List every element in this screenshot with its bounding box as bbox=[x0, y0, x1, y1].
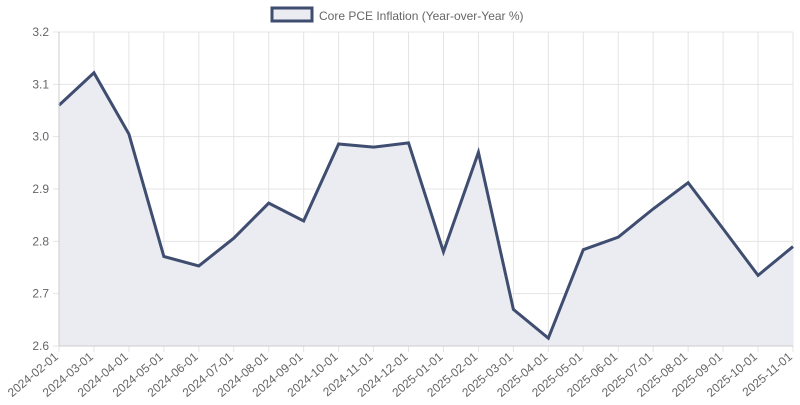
data-point[interactable] bbox=[337, 142, 341, 146]
data-point[interactable] bbox=[616, 235, 620, 239]
y-tick-label: 2.7 bbox=[32, 287, 49, 301]
data-point[interactable] bbox=[511, 307, 515, 311]
y-tick-label: 3.2 bbox=[32, 25, 49, 39]
x-axis: 2024-02-012024-03-012024-04-012024-05-01… bbox=[5, 345, 795, 400]
data-point[interactable] bbox=[476, 150, 480, 154]
data-point[interactable] bbox=[651, 207, 655, 211]
data-point[interactable] bbox=[546, 336, 550, 340]
series-line[interactable] bbox=[57, 70, 794, 341]
data-point[interactable] bbox=[756, 273, 760, 277]
series-line-layer bbox=[57, 70, 795, 341]
data-point[interactable] bbox=[441, 250, 445, 254]
data-point[interactable] bbox=[267, 201, 271, 205]
y-axis: 2.6 2.7 2.8 2.9 3.0 3.1 3.2 bbox=[32, 25, 60, 353]
data-point[interactable] bbox=[162, 255, 166, 259]
data-point[interactable] bbox=[232, 236, 236, 240]
data-point[interactable] bbox=[686, 181, 690, 185]
data-point[interactable] bbox=[302, 219, 306, 223]
y-tick-label: 2.8 bbox=[32, 234, 49, 248]
y-tick-label: 2.6 bbox=[32, 339, 49, 353]
legend-swatch[interactable] bbox=[270, 6, 314, 23]
data-point[interactable] bbox=[407, 141, 411, 145]
area-layer bbox=[59, 72, 793, 346]
data-point[interactable] bbox=[581, 248, 585, 252]
series-area-fill bbox=[59, 72, 793, 346]
data-point[interactable] bbox=[372, 145, 376, 149]
data-point[interactable] bbox=[791, 245, 795, 249]
data-point[interactable] bbox=[92, 71, 96, 75]
y-tick-label: 2.9 bbox=[32, 182, 49, 196]
legend[interactable]: Core PCE Inflation (Year-over-Year %) bbox=[270, 6, 524, 23]
data-point[interactable] bbox=[197, 264, 201, 268]
data-point[interactable] bbox=[721, 227, 725, 231]
legend-label[interactable]: Core PCE Inflation (Year-over-Year %) bbox=[319, 9, 524, 23]
y-tick-label: 3.0 bbox=[32, 130, 49, 144]
y-tick-label: 3.1 bbox=[32, 77, 49, 91]
data-point[interactable] bbox=[127, 132, 131, 136]
